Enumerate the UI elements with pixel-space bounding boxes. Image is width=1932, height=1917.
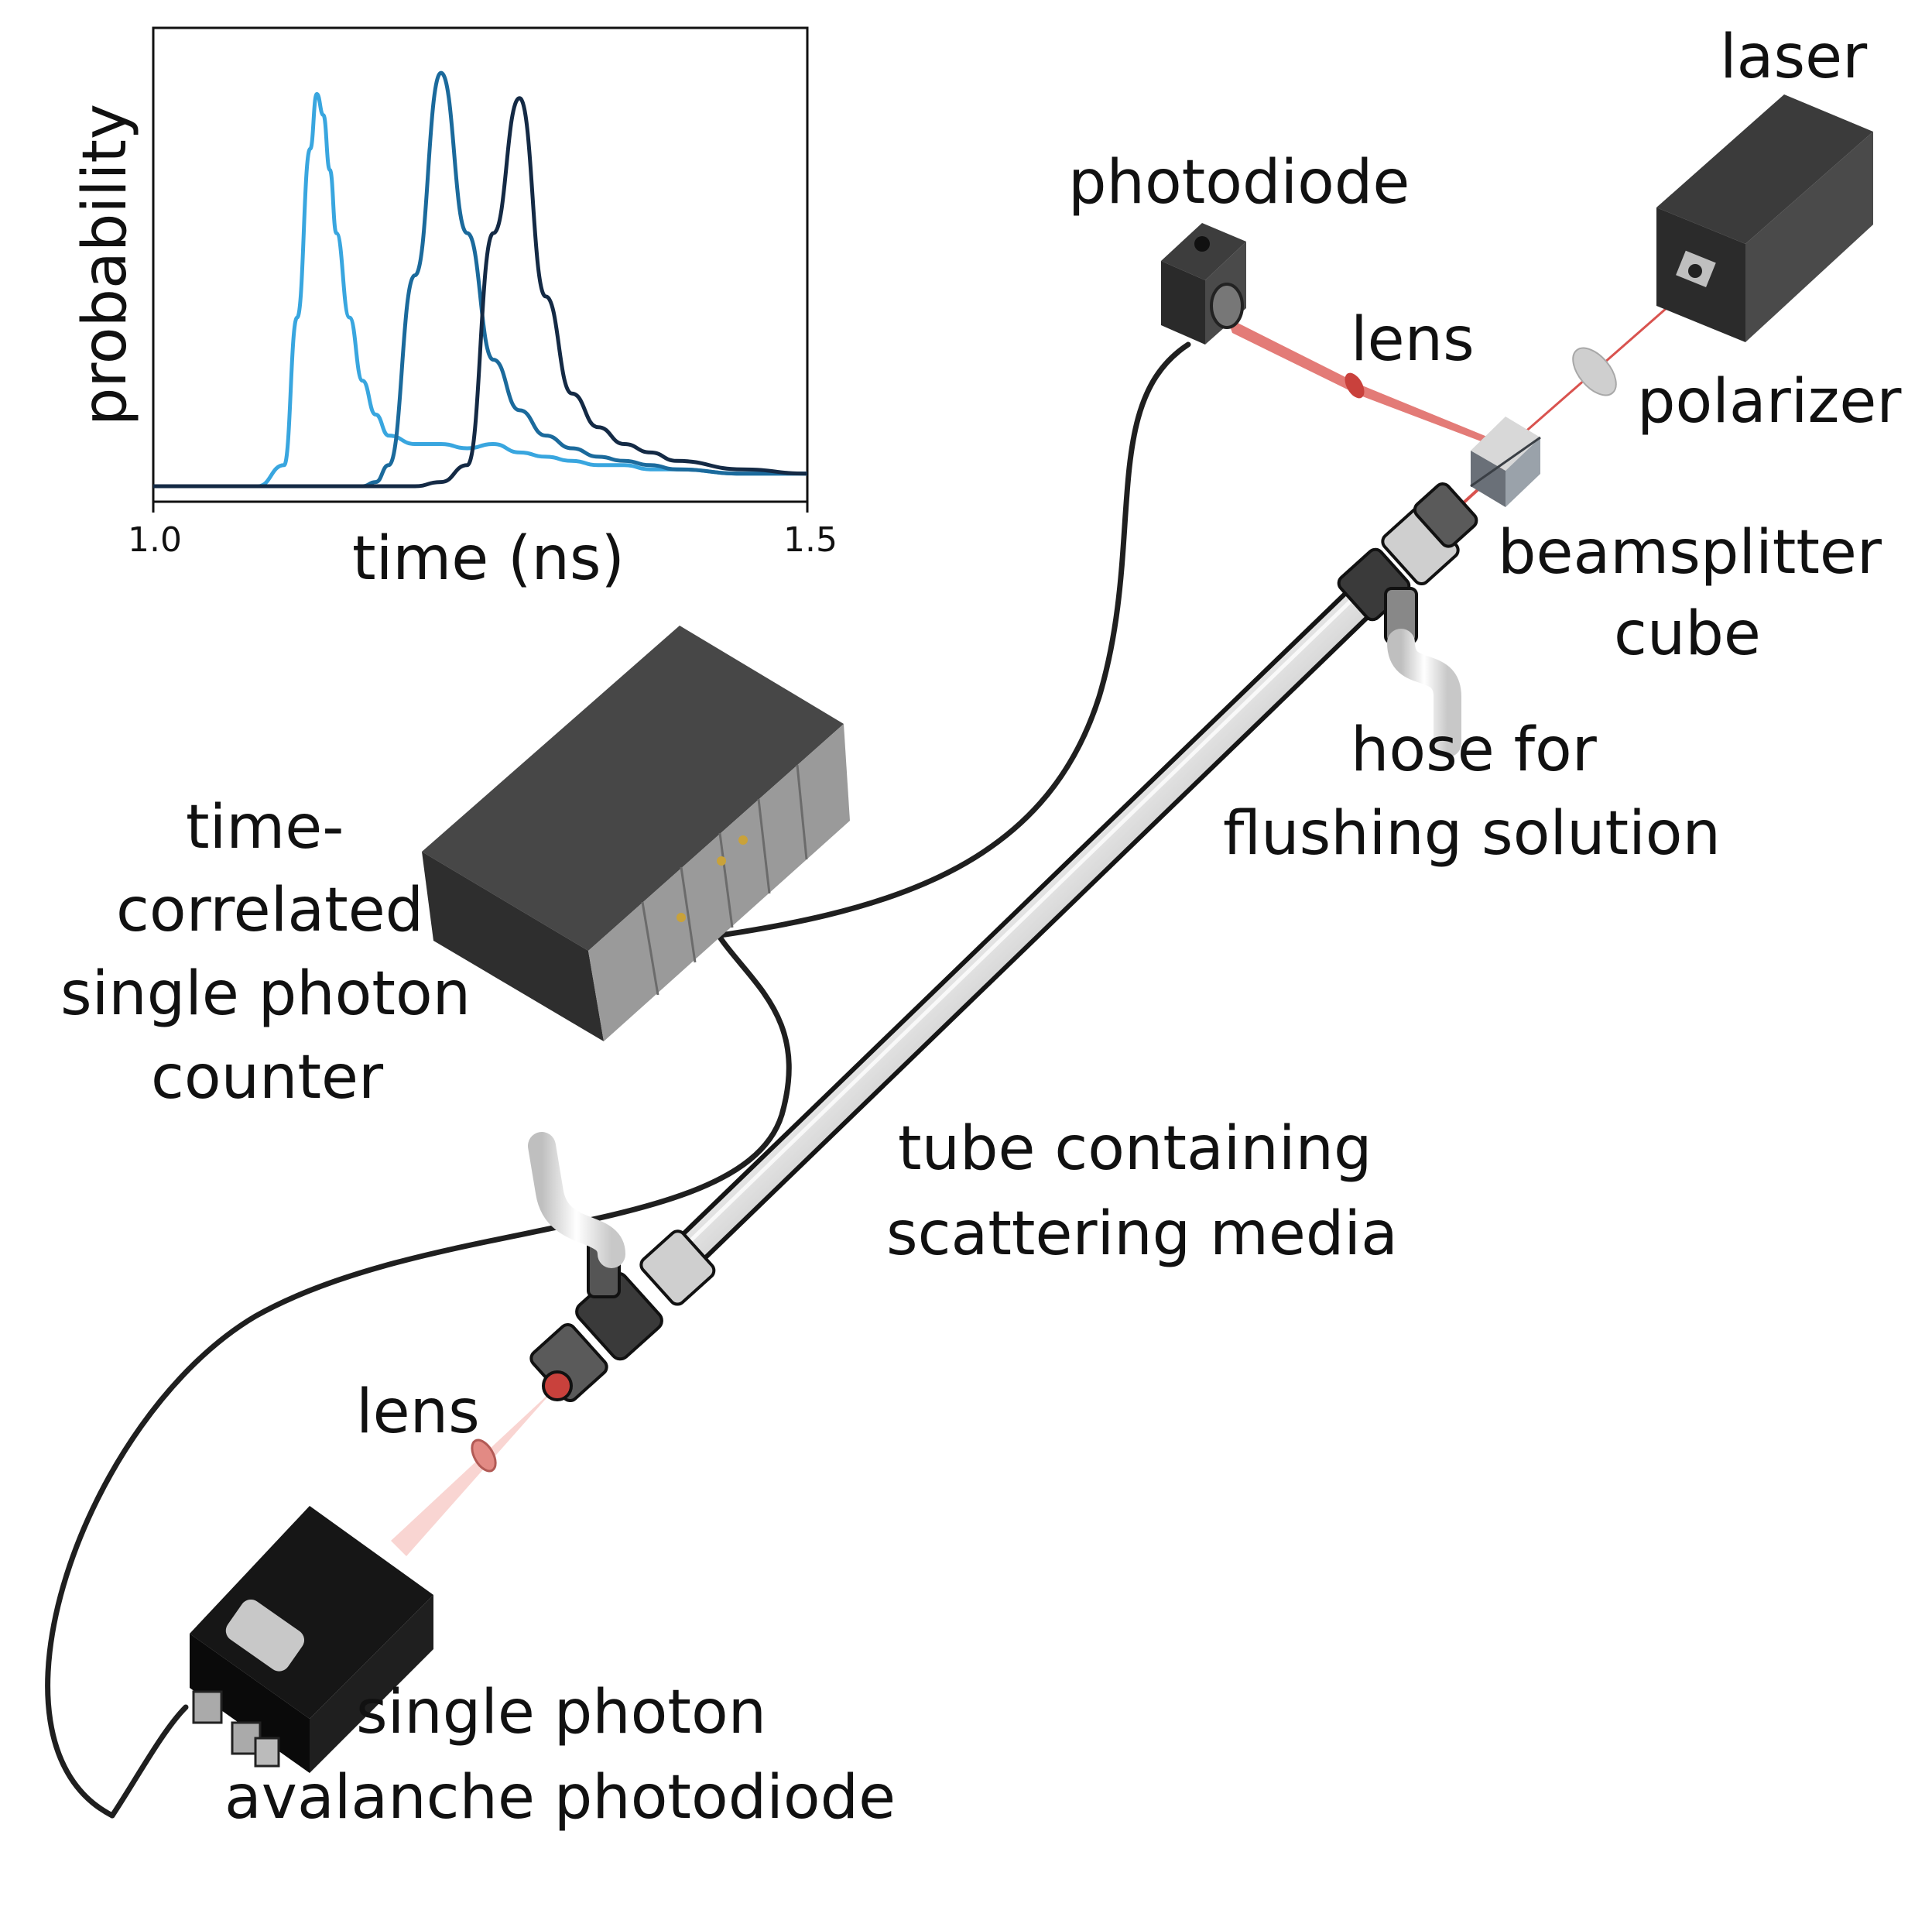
tcspc-connector-3: [738, 835, 748, 845]
label-photodiode: photodiode: [1068, 148, 1410, 218]
tcspc-connector-2: [717, 856, 726, 866]
spad-top: [190, 1506, 433, 1719]
cable-spad-connector: [109, 1704, 189, 1819]
label-beamsplitter-1: beamsplitter: [1498, 518, 1882, 588]
label-tcspc-3: single photon: [60, 959, 471, 1029]
label-lens-bottom: lens: [356, 1377, 480, 1447]
cube-side: [1506, 437, 1540, 507]
spad-connector-3: [254, 1737, 280, 1768]
beam-to-photodiode: [1227, 317, 1508, 451]
label-laser: laser: [1720, 22, 1868, 92]
photodiode-device: [1161, 223, 1246, 345]
x-tick-label-end: 1.5: [783, 520, 838, 560]
tcspc-connector-1: [677, 913, 686, 922]
tube-highlight: [673, 581, 1372, 1257]
lens-bottom-element: [471, 1439, 497, 1473]
tcspc-front: [422, 852, 604, 1041]
polarizer-disc: [1572, 347, 1617, 396]
lens-top-element: [1345, 372, 1365, 399]
cables: [45, 341, 1191, 1819]
x-tick-label-start: 1.0: [128, 520, 182, 560]
tcspc-top: [422, 626, 844, 951]
label-tube-1: tube containing: [898, 1114, 1372, 1184]
tcspc-counter-device: [422, 626, 850, 1041]
beam-cone-bottom: [391, 1386, 557, 1556]
label-tcspc-1: time-: [186, 793, 344, 862]
tube-fitting-top: [1337, 482, 1478, 644]
label-polarizer: polarizer: [1637, 367, 1902, 437]
label-spad-1: single photon: [356, 1678, 766, 1747]
label-tube-2: scattering media: [886, 1199, 1398, 1269]
y-axis-label: probability: [70, 104, 140, 426]
photodiode-top: [1161, 223, 1246, 280]
label-spad-2: avalanche photodiode: [224, 1763, 896, 1833]
photodiode-top-port: [1194, 236, 1210, 252]
label-hose-1: hose for: [1351, 715, 1598, 785]
chart-frame: [152, 26, 809, 503]
laser-aperture-hole: [1688, 264, 1702, 278]
tcspc-side: [588, 724, 850, 1041]
label-beamsplitter-2: cube: [1614, 599, 1761, 669]
x-axis-label: time (ns): [352, 524, 625, 594]
tube-body: [656, 574, 1388, 1284]
photodiode-front: [1161, 261, 1205, 345]
label-hose-2: flushing solution: [1223, 799, 1721, 869]
cube-front: [1471, 451, 1506, 507]
label-tcspc-4: counter: [151, 1043, 384, 1113]
spad-connector-1: [192, 1690, 223, 1724]
spad-side: [310, 1595, 433, 1773]
cube-top: [1471, 417, 1540, 471]
tube-exit-window: [542, 1370, 573, 1401]
laser-device: [1656, 94, 1873, 342]
label-lens-top: lens: [1351, 305, 1475, 375]
spad-window: [225, 1599, 305, 1672]
hose-bottom: [528, 1132, 625, 1268]
scattering-tube: [529, 482, 1478, 1403]
photodiode-lens-mount: [1210, 283, 1244, 329]
tcspc-module-slots: [641, 764, 808, 996]
hose-top: [1387, 629, 1461, 757]
time-histogram-chart: 1.0 1.5 time (ns) probability: [70, 26, 838, 594]
spad-device: [190, 1506, 433, 1773]
beamsplitter-cube: [1470, 417, 1541, 507]
histogram-curve-1: [153, 91, 807, 489]
laser-top: [1656, 94, 1873, 244]
cube-diagonal: [1470, 436, 1541, 488]
cable-photodiode-to-counter: [678, 341, 1191, 944]
laser-side: [1745, 132, 1873, 342]
histogram-curve-3: [153, 96, 808, 489]
label-tcspc-2: correlated: [116, 876, 423, 945]
cable-counter-to-spad: [45, 914, 792, 1819]
